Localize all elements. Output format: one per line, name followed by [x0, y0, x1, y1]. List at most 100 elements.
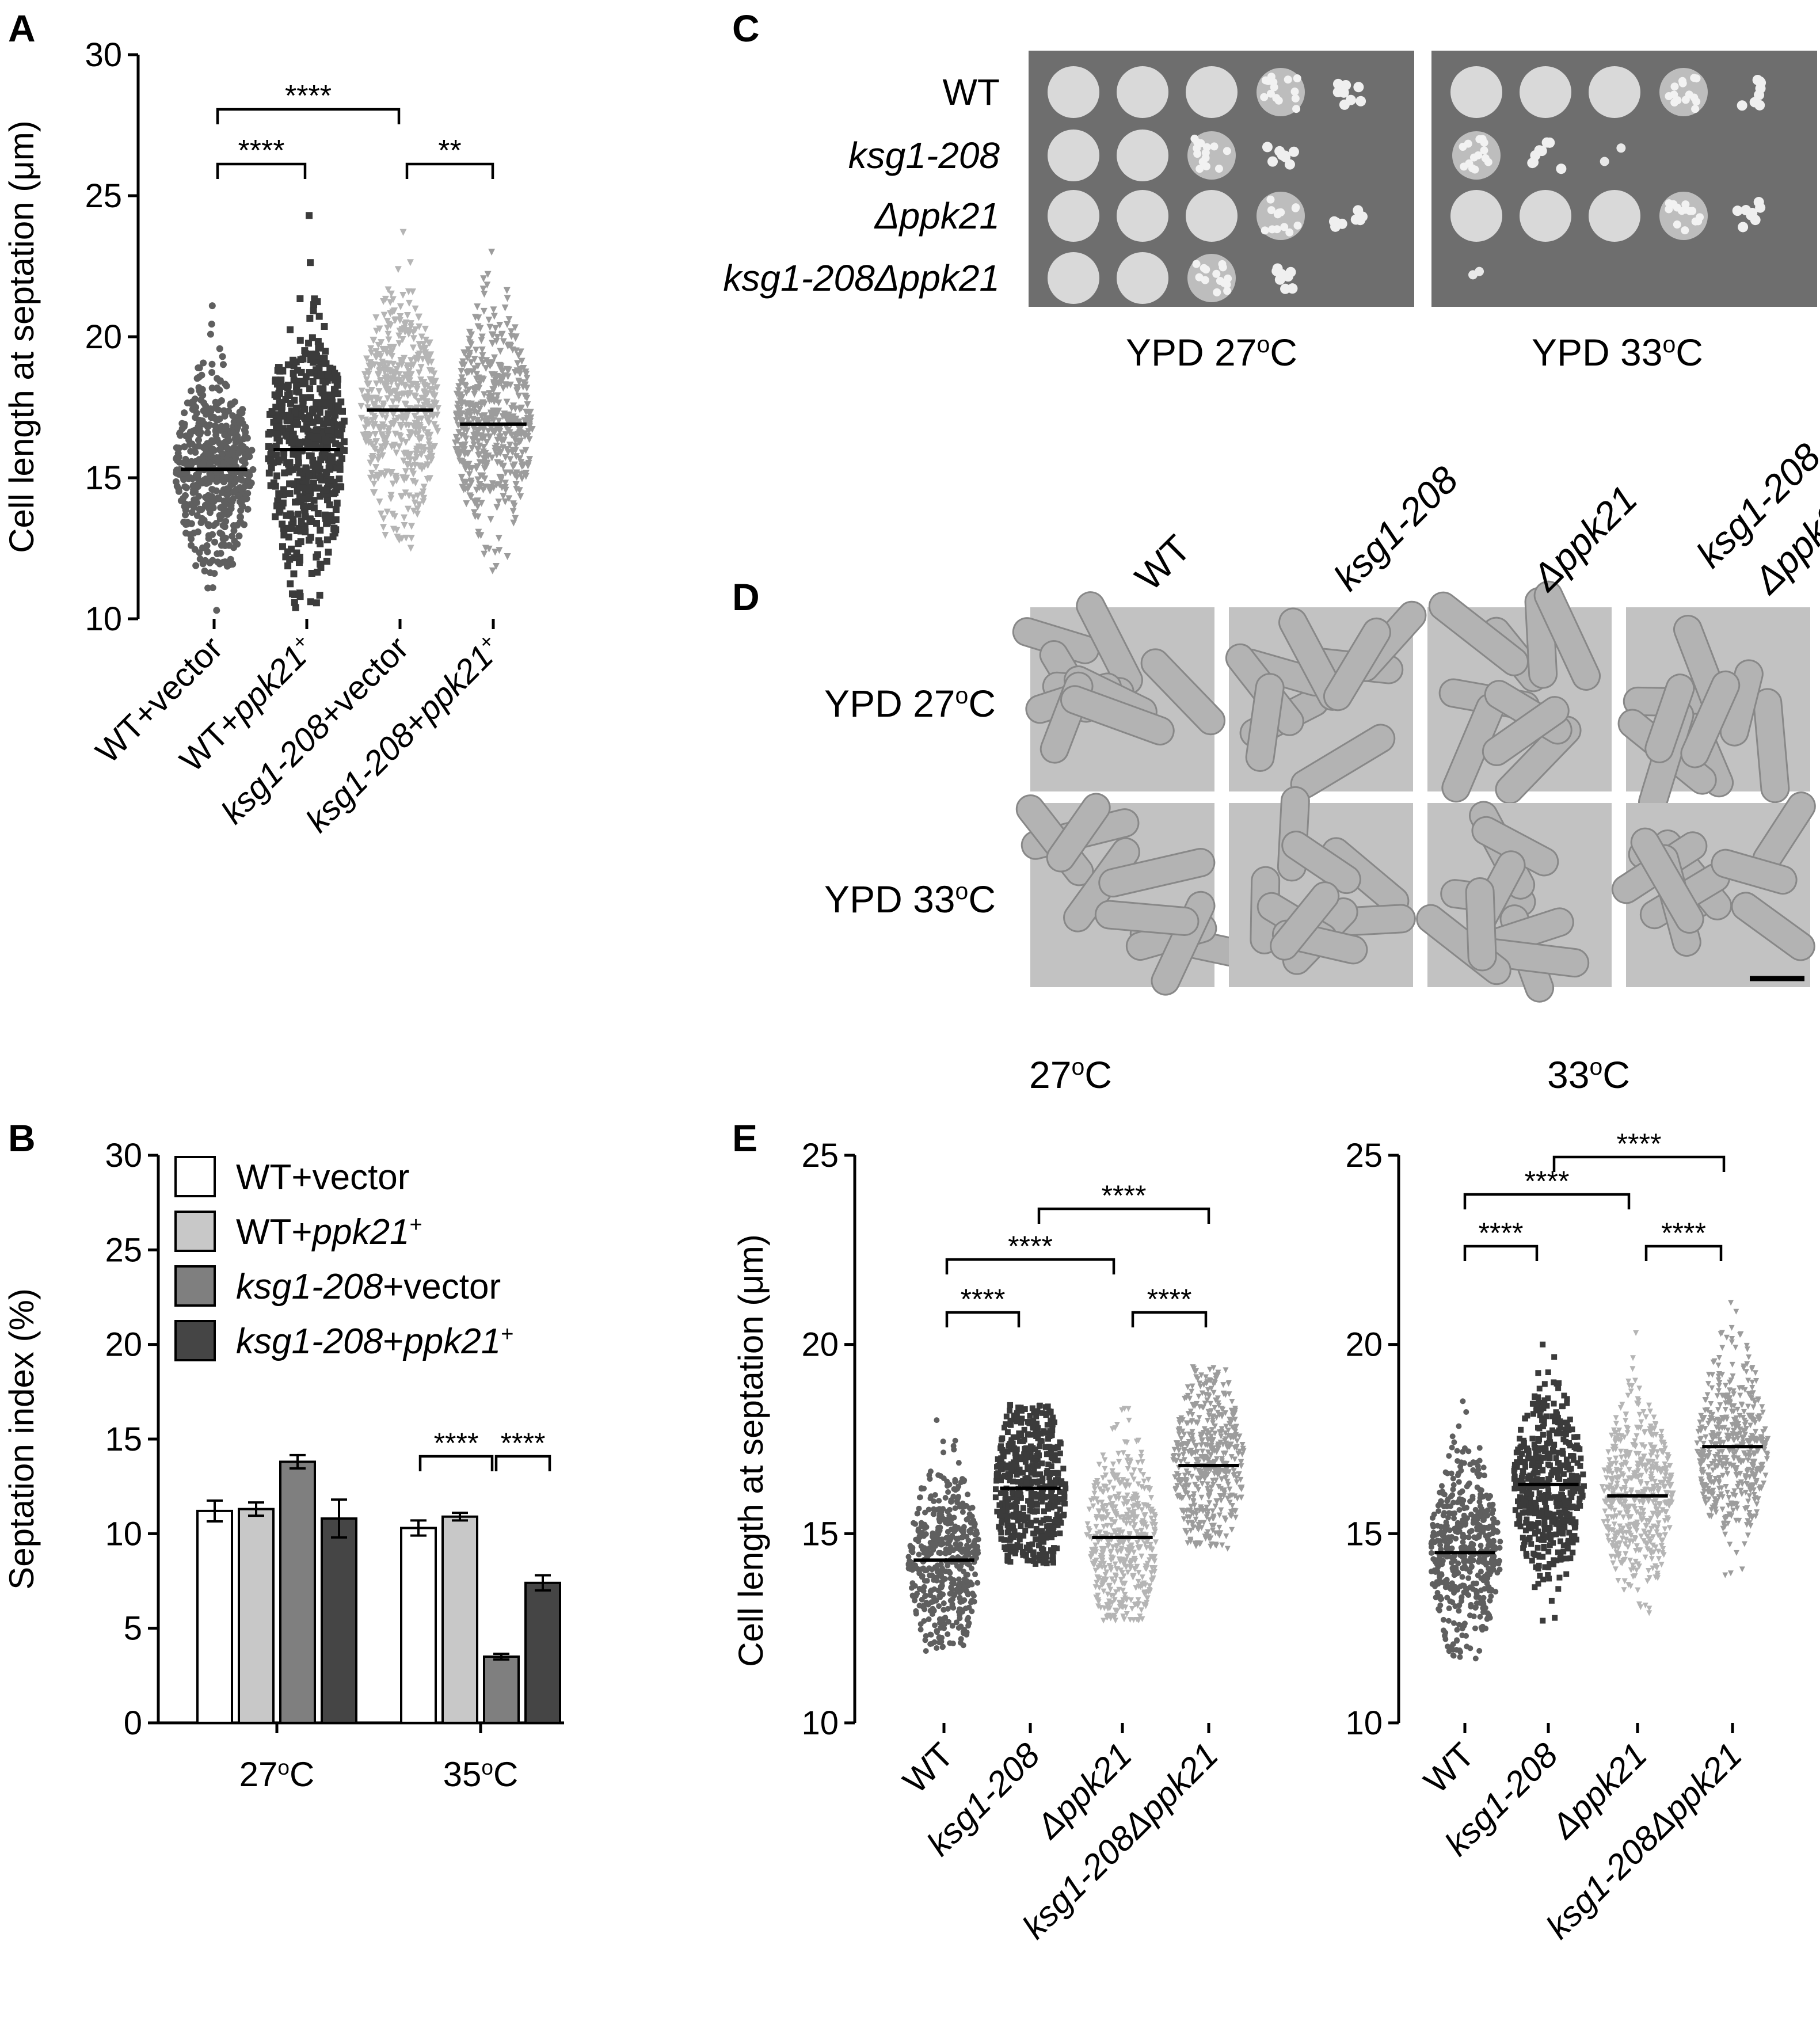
panel-e-27-1-point — [964, 1589, 970, 1596]
panel-e-27-2-point — [1025, 1466, 1031, 1472]
panel-e-33-1-point — [1451, 1439, 1457, 1445]
panel-a-3-point — [428, 445, 436, 452]
panel-a-1-point — [181, 492, 189, 499]
panel-e-33-1-point — [1445, 1496, 1451, 1502]
panel-c-colony — [1270, 83, 1278, 92]
panel-a-1-point — [210, 504, 217, 511]
panel-a-1-point — [219, 353, 226, 360]
panel-e-27-1-point — [963, 1577, 969, 1584]
panel-a-4-point — [483, 281, 491, 289]
panel-a-4-point — [475, 314, 482, 322]
panel-a-1-point — [214, 436, 221, 443]
panel-e-27-1-point — [905, 1565, 912, 1571]
panel-e-27-1-point — [929, 1572, 935, 1578]
panel-a-2-point — [324, 496, 332, 504]
panel-a-4-point — [520, 379, 528, 386]
panel-e-27-4-point — [1225, 1381, 1232, 1387]
panel-a-1-point — [231, 537, 238, 545]
panel-a-3-point — [387, 495, 395, 503]
panel-e-27-2-point — [1038, 1520, 1044, 1526]
panel-e-27-y-tick-label: 20 — [801, 1326, 839, 1364]
panel-a-3-point — [420, 444, 427, 451]
panel-a-1-point — [204, 584, 212, 592]
panel-e-27-1-point — [937, 1524, 943, 1531]
panel-a-1-point — [230, 544, 238, 551]
panel-a-2-point — [295, 540, 302, 547]
panel-e-27-1-point — [961, 1524, 967, 1530]
panel-a-1-point — [218, 542, 225, 549]
panel-e-33-1-point — [1464, 1643, 1470, 1650]
panel-e-27-2-point — [1057, 1450, 1063, 1456]
panel-a-3-point — [416, 341, 423, 348]
panel-a-3-point — [376, 498, 383, 506]
panel-e-27-2-point — [1057, 1440, 1064, 1447]
panel-a-3-point — [383, 468, 390, 475]
panel-c-colony — [1690, 74, 1699, 82]
panel-a-4-point — [466, 336, 473, 343]
panel-b-sig-2-label: **** — [501, 1427, 546, 1459]
panel-e-27-1-point — [923, 1550, 929, 1556]
panel-a-2-point — [317, 474, 324, 481]
panel-a-2-point — [310, 462, 317, 469]
panel-a-1-point — [181, 443, 188, 451]
panel-a-2-point — [333, 372, 341, 379]
panel-c-strain-label: Δppk21 — [874, 195, 1000, 237]
panel-a-4-point — [454, 451, 462, 458]
panel-c-colony — [1670, 82, 1679, 91]
panel-c-colony — [1290, 87, 1299, 96]
panel-a-1-point — [215, 495, 223, 503]
panel-a-4-point — [458, 401, 465, 408]
panel-e-27-1-point — [950, 1641, 956, 1647]
panel-e-27-3-point — [1110, 1462, 1116, 1468]
panel-a-4-point — [485, 415, 492, 423]
panel-a-3-point — [410, 470, 417, 478]
panel-e-27-1-point — [954, 1495, 961, 1502]
panel-a-3-point — [408, 534, 415, 542]
panel-c-colony — [1190, 134, 1199, 143]
panel-e-27-4-point — [1198, 1494, 1205, 1501]
panel-a-4-point — [481, 291, 488, 298]
panel-e-27-2-point — [1061, 1494, 1068, 1500]
panel-a-1-point — [244, 489, 252, 497]
panel-a-1-point — [208, 302, 216, 310]
panel-a-3-point — [398, 359, 405, 367]
panel-a-4-point — [476, 405, 483, 413]
panel-e-27-2-point — [1044, 1468, 1050, 1474]
panel-e-27-4-point — [1219, 1542, 1225, 1548]
panel-e-33-1-point — [1435, 1531, 1441, 1537]
panel-b-sig-1-label: **** — [434, 1427, 479, 1459]
panel-a-1-point — [209, 584, 216, 592]
panel-e-27-y-tick-label: 10 — [801, 1704, 839, 1742]
panel-e-27-4-point — [1224, 1546, 1231, 1552]
panel-e-27-2-point — [1034, 1479, 1041, 1485]
panel-a-3-point — [395, 391, 403, 399]
panel-e-27-2-point — [1008, 1439, 1014, 1445]
panel-a-3-point — [370, 401, 378, 408]
panel-b-y-tick-label: 25 — [105, 1231, 142, 1269]
panel-e-27-4-point — [1229, 1527, 1235, 1533]
panel-c-colony — [1665, 92, 1673, 101]
panel-e-33-1-point — [1489, 1539, 1495, 1545]
panel-a-3-point — [416, 462, 423, 470]
panel-a-1-point — [209, 486, 216, 493]
panel-e-27-1-point — [952, 1505, 958, 1512]
panel-letter-c: C — [732, 7, 760, 50]
panel-a-1-point — [178, 470, 185, 477]
panel-e-33-1-point — [1449, 1585, 1455, 1591]
panel-a-3-point — [370, 480, 378, 488]
panel-a-2-point — [334, 429, 342, 437]
panel-a-2-point — [325, 465, 333, 472]
panel-a-3-point — [374, 475, 382, 482]
panel-a-3-point — [388, 375, 395, 382]
panel-e-33-1-point — [1480, 1609, 1486, 1615]
panel-a-2-point — [304, 414, 312, 422]
panel-a-2-point — [319, 386, 326, 394]
panel-c-colony — [1285, 228, 1294, 237]
panel-a-2-point — [305, 486, 313, 493]
panel-b-ylabel: Septation index (%) — [2, 1288, 41, 1590]
panel-e-27-1-point — [927, 1495, 934, 1501]
panel-e-27-2-point — [1013, 1504, 1019, 1510]
panel-a-2-point — [323, 557, 330, 565]
panel-e-27-1-point — [934, 1417, 940, 1424]
panel-a-2-point — [307, 598, 314, 606]
